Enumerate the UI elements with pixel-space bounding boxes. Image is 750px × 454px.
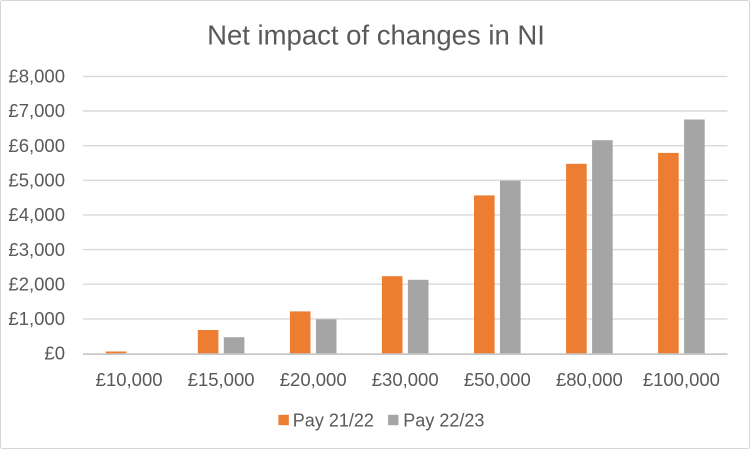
svg-text:£100,000: £100,000 <box>643 369 720 390</box>
svg-text:£1,000: £1,000 <box>8 308 65 329</box>
svg-text:£8,000: £8,000 <box>8 66 65 87</box>
svg-text:£30,000: £30,000 <box>372 369 439 390</box>
svg-text:£20,000: £20,000 <box>280 369 347 390</box>
svg-text:£6,000: £6,000 <box>8 135 65 156</box>
svg-text:£3,000: £3,000 <box>8 239 65 260</box>
svg-text:£80,000: £80,000 <box>556 369 623 390</box>
svg-text:Pay 21/22: Pay 21/22 <box>293 410 374 430</box>
svg-text:£10,000: £10,000 <box>96 369 163 390</box>
svg-text:£7,000: £7,000 <box>8 100 65 121</box>
svg-text:Pay 22/23: Pay 22/23 <box>403 410 484 430</box>
svg-text:Net impact of changes in NI: Net impact of changes in NI <box>207 20 545 51</box>
svg-text:£4,000: £4,000 <box>8 204 65 225</box>
svg-text:£50,000: £50,000 <box>464 369 531 390</box>
svg-text:£2,000: £2,000 <box>8 273 65 294</box>
svg-text:£0: £0 <box>44 343 65 364</box>
svg-text:£15,000: £15,000 <box>188 369 255 390</box>
svg-text:£5,000: £5,000 <box>8 170 65 191</box>
